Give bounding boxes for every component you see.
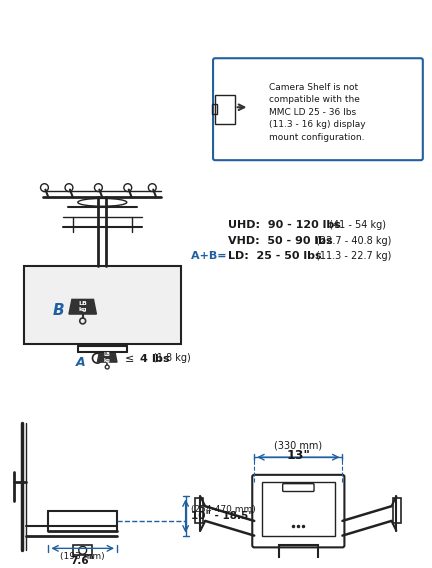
Text: Camera Shelf is not
compatible with the
MMC LD 25 - 36 lbs
(11.3 - 16 kg) displa: Camera Shelf is not compatible with the … (269, 83, 365, 141)
Bar (212, 105, 217, 114)
Text: (22.7 - 40.8 kg): (22.7 - 40.8 kg) (316, 236, 391, 246)
Text: VHD:  50 - 90 lbs: VHD: 50 - 90 lbs (228, 236, 332, 246)
Bar (394, 498, 401, 523)
Bar (262, 482, 335, 536)
Polygon shape (97, 352, 117, 362)
Bar (215, 94, 235, 124)
Text: 7.6": 7.6" (70, 556, 95, 566)
Bar (274, 560, 323, 568)
Text: (193 mm): (193 mm) (60, 552, 105, 561)
Bar (73, 545, 92, 555)
Polygon shape (69, 299, 96, 314)
Text: (1.8 kg): (1.8 kg) (153, 353, 191, 363)
Text: (330 mm): (330 mm) (274, 441, 322, 450)
Text: LD:  25 - 50 lbs: LD: 25 - 50 lbs (228, 252, 321, 261)
Text: 13": 13" (286, 449, 310, 462)
Text: A: A (76, 356, 86, 369)
Text: (41 - 54 kg): (41 - 54 kg) (326, 220, 386, 230)
Text: B: B (52, 303, 64, 318)
Text: (254-470 mm): (254-470 mm) (191, 504, 255, 513)
Text: (11.3 - 22.7 kg): (11.3 - 22.7 kg) (316, 252, 391, 261)
Text: LB
kg: LB kg (78, 301, 87, 312)
Text: 10" - 18.5": 10" - 18.5" (191, 511, 253, 521)
Text: UHD:  90 - 120 lbs: UHD: 90 - 120 lbs (228, 220, 341, 230)
Bar (279, 545, 318, 560)
Bar (24, 266, 181, 344)
Text: A+B=: A+B= (191, 252, 230, 261)
Bar (195, 498, 203, 523)
Text: LB
kg: LB kg (104, 352, 111, 362)
Text: $\leq$ 4 lbs: $\leq$ 4 lbs (122, 352, 171, 364)
